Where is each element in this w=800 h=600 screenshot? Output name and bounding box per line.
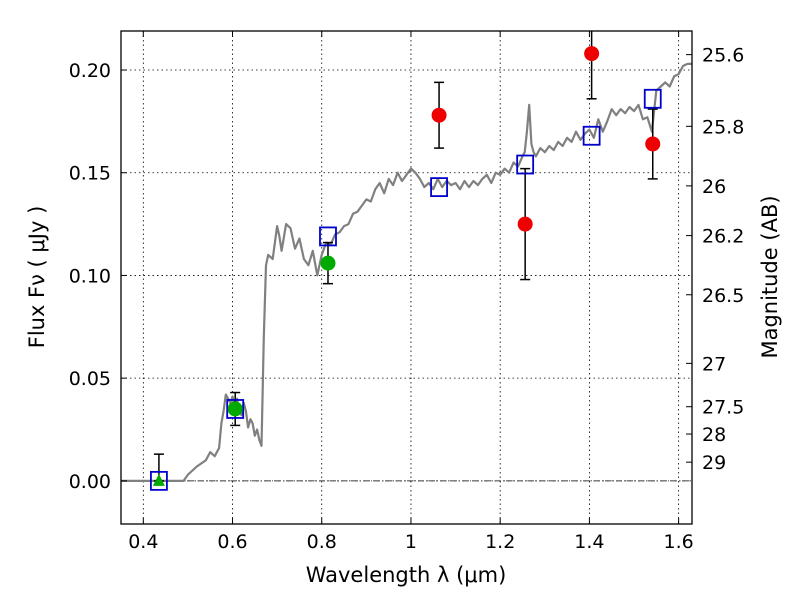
y-tick-label: 0.15 — [69, 163, 111, 185]
x-tick-label: 0.8 — [307, 531, 337, 553]
y-tick-label: 0.20 — [69, 60, 111, 82]
nir-point — [517, 216, 533, 232]
magnitude-tick-label: 28 — [702, 424, 726, 446]
model-photometry-square — [516, 154, 535, 175]
model-photometry-square — [643, 88, 662, 109]
detection-point — [320, 255, 336, 271]
x-tick-label: 1.2 — [485, 531, 515, 553]
magnitude-tick-label: 29 — [702, 452, 726, 474]
tick-label-layer: 0.4 0.6 0.8 1 1.2 1.4 1.6 0.00 0.05 0.10 0.15 0.20 2… — [69, 45, 745, 553]
tick-layer — [121, 31, 692, 524]
magnitude-tick-label: 25.6 — [702, 45, 744, 67]
model-photometry-square — [319, 226, 337, 247]
magnitude-tick-label: 27.5 — [702, 397, 744, 419]
grid — [121, 31, 692, 524]
x-tick-label: 1.4 — [574, 531, 604, 553]
y-axis-label-right: Magnitude (AB) — [758, 195, 782, 358]
model-photometry-square — [226, 399, 245, 419]
x-tick-label: 0.4 — [128, 531, 158, 553]
x-tick-label: 1 — [405, 531, 417, 553]
magnitude-tick-label: 27 — [702, 353, 726, 375]
model-photometry-square — [582, 125, 601, 146]
y-tick-label: 0.05 — [69, 368, 111, 390]
magnitude-tick-label: 26 — [702, 176, 726, 198]
y-tick-label: 0.00 — [69, 471, 111, 493]
x-tick-label: 1.6 — [664, 531, 694, 553]
nir-point — [584, 46, 600, 62]
upper-limit-triangle — [152, 473, 165, 486]
x-tick-label: 0.6 — [217, 531, 247, 553]
magnitude-tick-label: 25.8 — [702, 116, 744, 138]
model-spectrum-layer — [121, 62, 692, 482]
marker-layer — [150, 46, 662, 491]
nir-point — [645, 136, 661, 152]
nir-point — [431, 107, 447, 123]
magnitude-tick-label: 26.2 — [702, 226, 744, 248]
magnitude-tick-label: 26.5 — [702, 285, 744, 307]
model-photometry-square — [150, 470, 168, 491]
y-tick-label: 0.10 — [69, 265, 111, 287]
model-photometry-square — [430, 177, 448, 198]
detection-point — [227, 401, 243, 417]
plot-frame — [120, 30, 693, 525]
y-axis-label-left: Flux Fν ( μJy ) — [25, 206, 49, 349]
model-spectrum-line — [121, 62, 692, 482]
x-axis-label: Wavelength λ (μm) — [306, 563, 507, 587]
